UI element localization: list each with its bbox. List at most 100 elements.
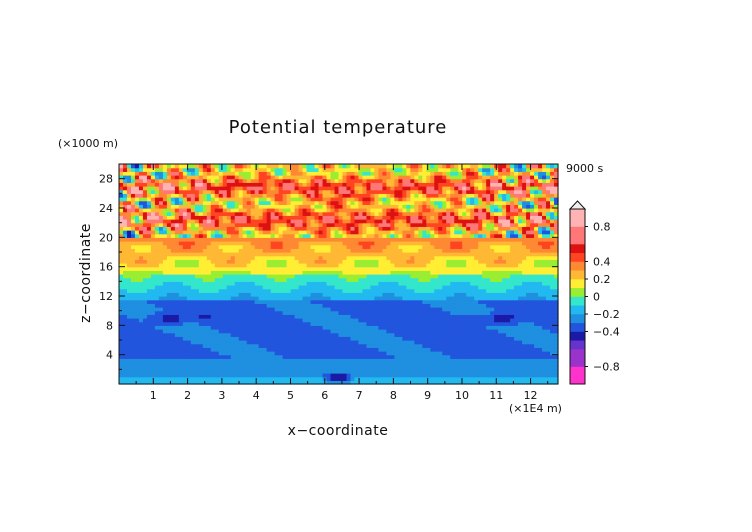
contour-cell	[542, 296, 547, 301]
contour-cell	[378, 244, 383, 249]
contour-cell	[194, 259, 200, 264]
contour-cell	[378, 329, 383, 334]
contour-cell	[494, 270, 499, 275]
contour-cell	[418, 219, 423, 224]
contour-cell	[362, 270, 368, 275]
contour-cell	[422, 321, 427, 326]
contour-cell	[158, 321, 164, 326]
contour-cell	[502, 332, 507, 337]
contour-cell	[430, 351, 435, 356]
contour-cell	[406, 340, 411, 345]
contour-cell	[478, 252, 483, 257]
contour-cell	[282, 369, 288, 374]
contour-cell	[426, 362, 431, 367]
contour-cell	[334, 299, 340, 304]
contour-cell	[342, 296, 348, 301]
contour-cell	[298, 237, 304, 242]
contour-cell	[278, 259, 284, 264]
contour-cell	[430, 369, 435, 374]
contour-cell	[202, 259, 208, 264]
contour-cell	[166, 351, 172, 356]
contour-cell	[514, 277, 519, 282]
contour-cell	[119, 343, 124, 348]
contour-cell	[162, 314, 168, 319]
contour-cell	[302, 237, 308, 242]
contour-cell	[366, 347, 372, 352]
contour-cell	[298, 336, 304, 341]
contour-cell	[342, 252, 348, 257]
contour-cell	[378, 325, 383, 330]
contour-cell	[262, 241, 268, 246]
contour-cell	[550, 321, 555, 326]
contour-cell	[318, 380, 324, 385]
contour-cell	[410, 376, 415, 381]
contour-cell	[498, 307, 503, 312]
contour-cell	[414, 310, 419, 315]
contour-cell	[194, 376, 200, 381]
contour-cell	[274, 281, 280, 286]
contour-cell	[502, 219, 507, 224]
contour-cell	[398, 292, 403, 297]
contour-cell	[266, 351, 272, 356]
contour-cell	[242, 303, 248, 308]
contour-cell	[182, 248, 188, 253]
contour-cell	[122, 270, 128, 275]
contour-cell	[214, 233, 220, 238]
contour-cell	[178, 233, 184, 238]
contour-cell	[402, 318, 407, 323]
contour-cell	[234, 292, 240, 297]
contour-cell	[534, 347, 539, 352]
contour-cell	[178, 296, 184, 301]
contour-cell	[334, 296, 340, 301]
contour-cell	[470, 365, 475, 370]
contour-cell	[218, 296, 224, 301]
contour-cell	[358, 329, 364, 334]
contour-cell	[250, 318, 256, 323]
contour-cell	[350, 343, 356, 348]
contour-cell	[134, 351, 140, 356]
contour-cell	[546, 296, 551, 301]
contour-cell	[298, 241, 304, 246]
contour-cell	[150, 373, 156, 378]
contour-cell	[434, 237, 439, 242]
contour-cell	[270, 310, 276, 315]
contour-cell	[378, 285, 383, 290]
contour-cell	[450, 222, 455, 227]
contour-cell	[334, 343, 340, 348]
contour-cell	[306, 340, 312, 345]
contour-cell	[258, 336, 264, 341]
contour-cell	[262, 292, 268, 297]
contour-cell	[294, 362, 300, 367]
contour-cell	[230, 307, 236, 312]
contour-cell	[318, 222, 324, 227]
contour-cell	[270, 281, 276, 286]
contour-cell	[162, 219, 168, 224]
contour-cell	[278, 281, 284, 286]
contour-cell	[182, 343, 188, 348]
contour-cell	[142, 252, 148, 257]
contour-cell	[270, 299, 276, 304]
contour-cell	[258, 347, 264, 352]
contour-cell	[418, 237, 423, 242]
contour-cell	[410, 288, 415, 293]
contour-cell	[350, 332, 356, 337]
contour-cell	[402, 222, 407, 227]
contour-cell	[150, 307, 156, 312]
contour-cell	[338, 336, 344, 341]
contour-cell	[458, 292, 463, 297]
contour-cell	[478, 365, 483, 370]
contour-cell	[346, 292, 352, 297]
contour-cell	[254, 369, 260, 374]
contour-cell	[242, 358, 248, 363]
contour-cell	[350, 376, 356, 381]
contour-cell	[298, 321, 304, 326]
contour-cell	[134, 340, 140, 345]
contour-cell	[398, 303, 403, 308]
contour-cell	[314, 255, 320, 260]
contour-cell	[206, 281, 212, 286]
contour-cell	[166, 299, 172, 304]
contour-cell	[290, 376, 296, 381]
contour-cell	[334, 219, 340, 224]
contour-cell	[318, 263, 324, 268]
contour-cell	[262, 329, 268, 334]
